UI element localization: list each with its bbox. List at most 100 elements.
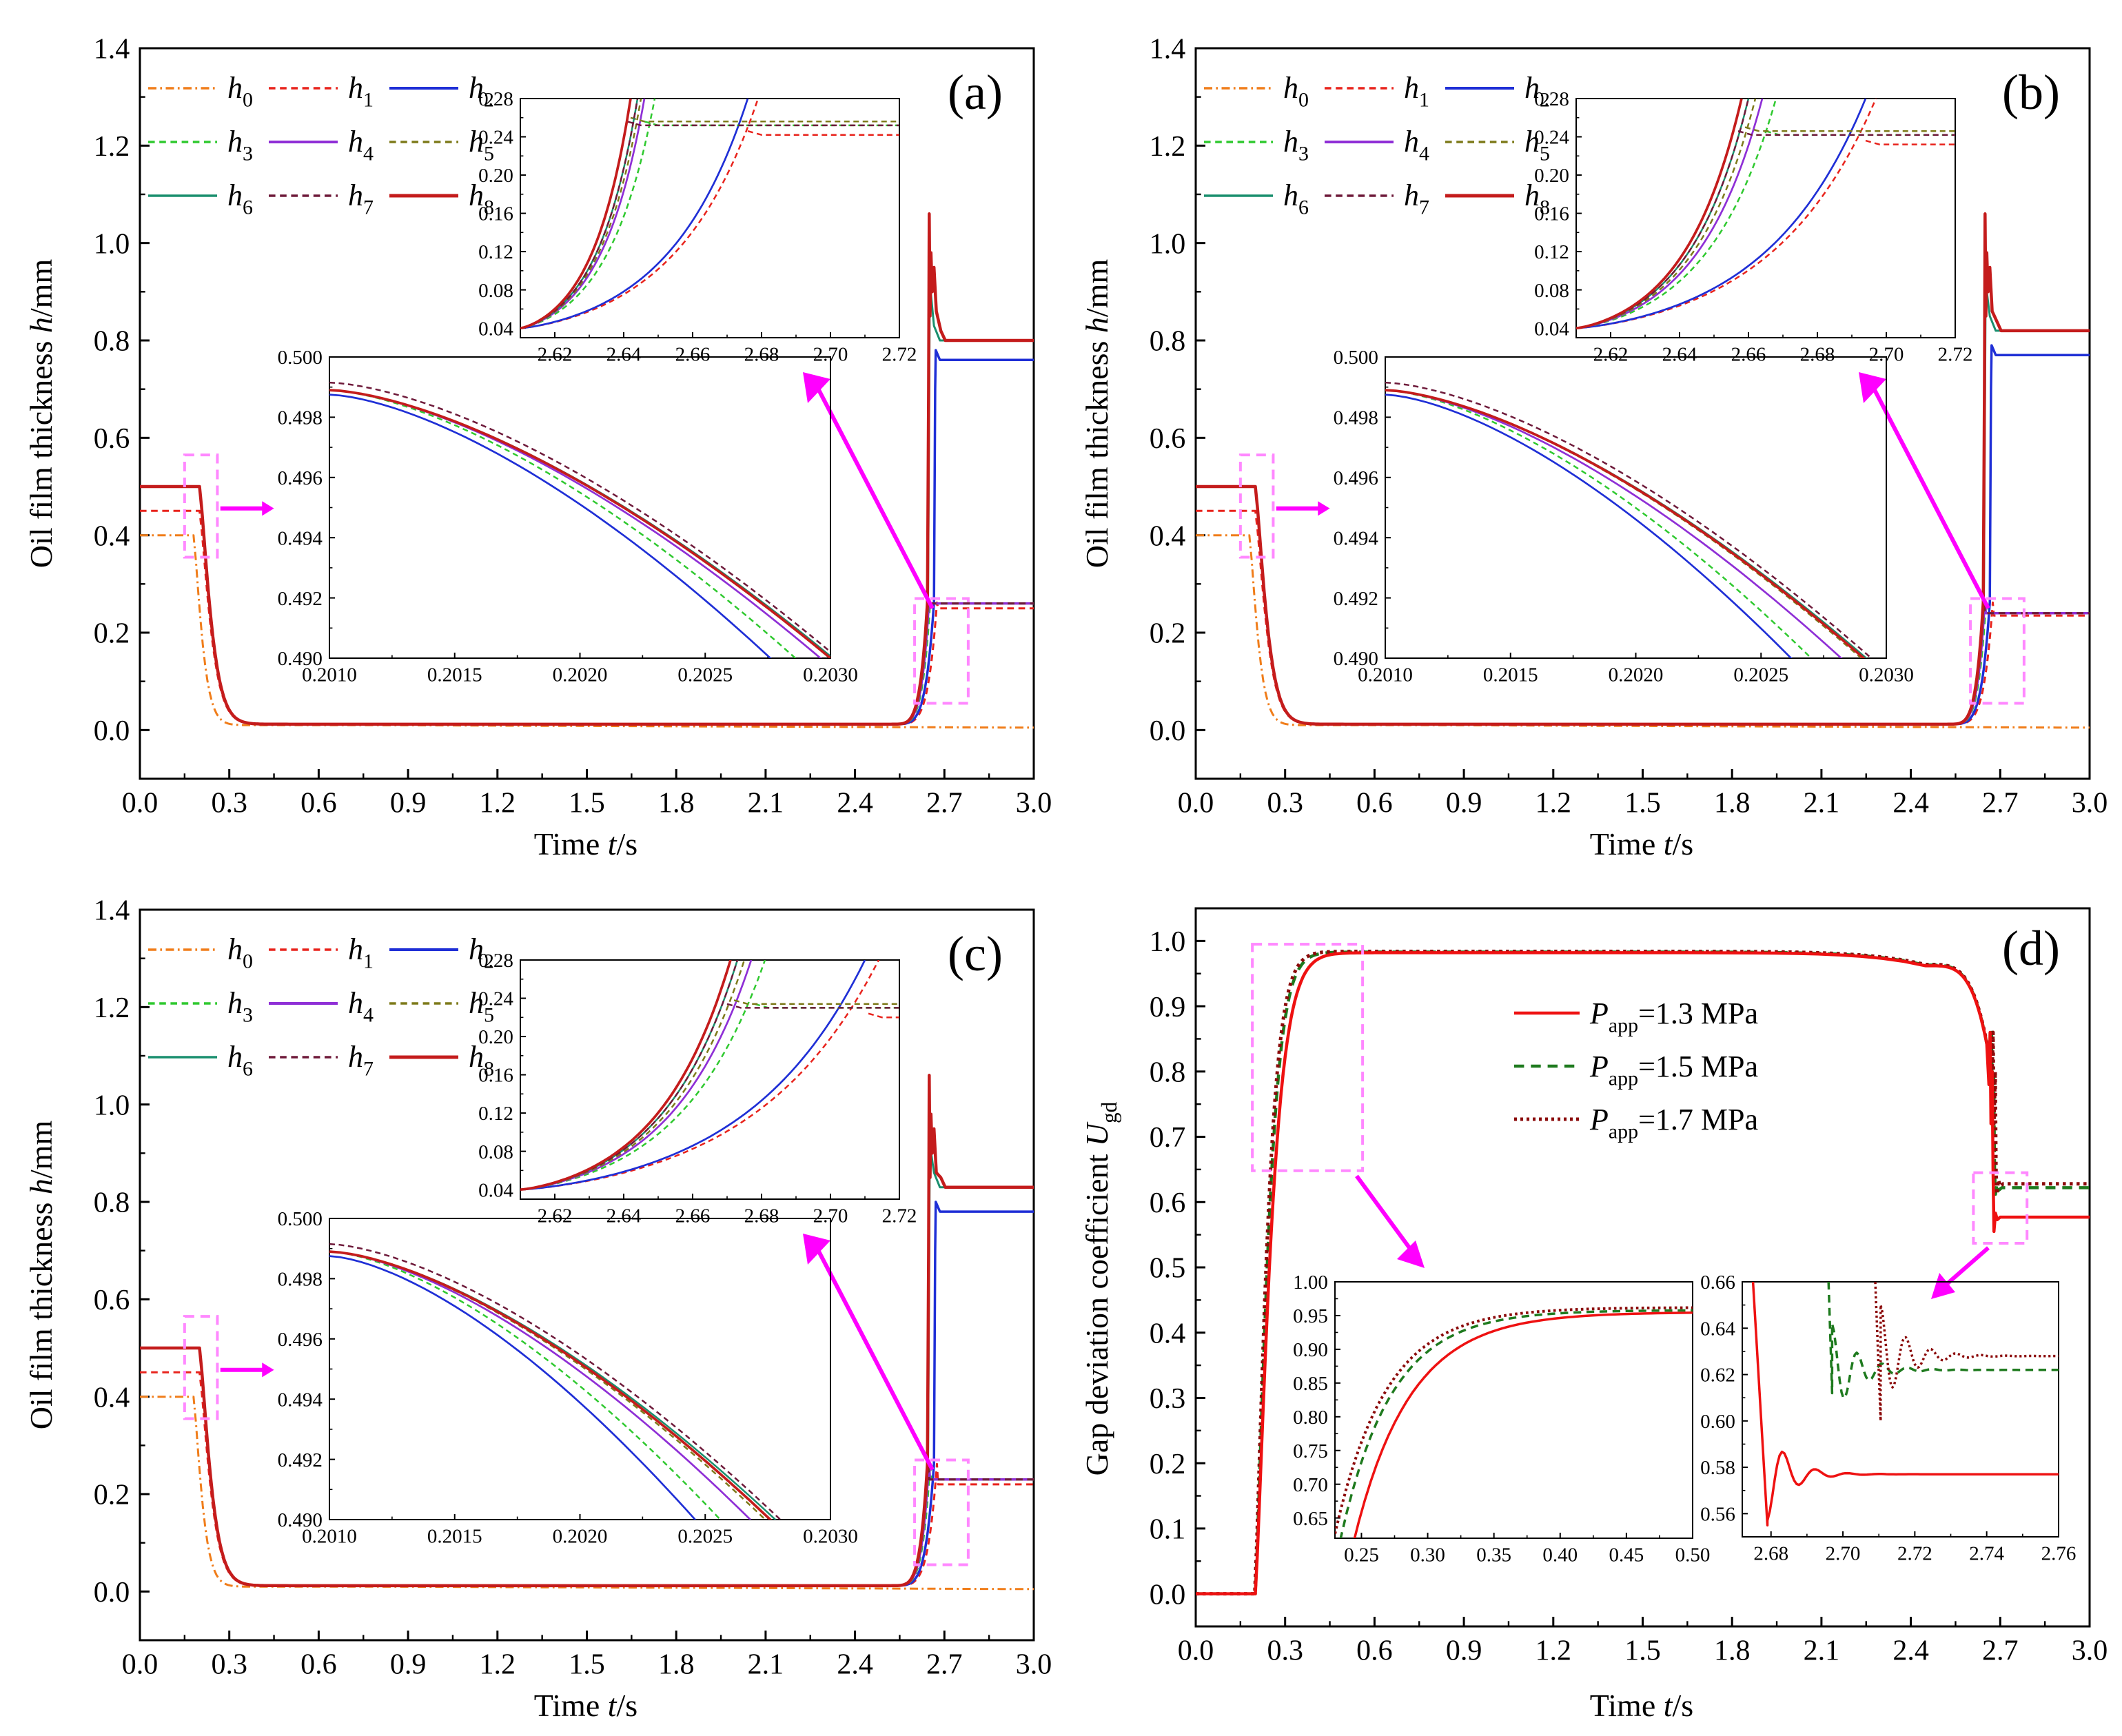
inset-top-plateau-h5 [733,999,899,1005]
legend-label-h1: h1 [1404,71,1429,111]
x-tick-label: 2.66 [675,343,711,365]
series-h7 [140,485,1034,726]
x-tick-label: 0.0 [122,787,159,819]
y-tick-label: 1.0 [1150,926,1186,958]
y-tick-label: 0.494 [278,1389,323,1411]
panel-label: (c) [948,926,1003,981]
legend: h0 h1 h2 h3 h4 h5 h6 h7 h8 [148,71,494,218]
panel-d: 0.0 0.3 0.6 0.9 1.2 1.5 1.8 2.1 2.4 2.7 3.0 0.0 0.1 0… [1079,907,2108,1723]
x-tick-label: 2.72 [1897,1542,1932,1564]
x-tick-label: 0.35 [1476,1544,1511,1566]
y-tick-label: 0.65 [1293,1508,1328,1530]
inset-right-papp-0 [1751,1282,2059,1526]
x-tick-label: 1.8 [658,787,695,819]
inset-right-papp-2 [1874,1282,2059,1422]
legend-label-papp-1: Papp=1.5 MPa [1589,1050,1758,1090]
y-tick-label: 0.85 [1293,1373,1328,1395]
series-h4 [140,485,1034,726]
x-tick-label: 0.6 [300,787,337,819]
legend-label-papp-0: Papp=1.3 MPa [1589,997,1758,1037]
x-tick-label: 2.1 [748,1648,784,1680]
x-tick-label: 2.1 [1804,787,1840,819]
x-tick-label: 0.2025 [677,664,733,686]
x-tick-label: 0.2010 [302,664,357,686]
y-tick-label: 0.4 [94,520,130,552]
legend-label-papp-2: Papp=1.7 MPa [1589,1103,1758,1143]
y-tick-label: 0.12 [478,1103,513,1125]
y-tick-label: 0.2 [94,1480,130,1511]
axes-frame [520,959,900,1200]
axes-frame [329,1218,831,1520]
inset-top-h7 [520,960,739,1191]
inset-bottom-h6 [1385,389,1868,658]
y-tick-label: 0.24 [478,127,513,149]
series-h7 [140,1347,1034,1587]
y-axis-title: Gap deviation coefficient Ugd [1079,1101,1121,1475]
inset-bottom-h3 [1385,389,1813,658]
inset-left-papp-1 [1339,1309,1693,1538]
x-tick-label: 1.8 [658,1648,695,1680]
y-tick-label: 0.04 [478,318,513,340]
legend-label-h5: h5 [1524,125,1550,165]
y-tick-label: 0.496 [1334,467,1378,489]
inset-bottom-h8 [1385,389,1866,658]
y-tick-label: 0.20 [1534,165,1569,187]
legend-label-h6: h6 [227,1040,253,1080]
y-tick-label: 0.492 [1334,588,1378,610]
y-axis-title: Oil film thickness h/mm [23,259,59,569]
axes-frame [1742,1281,2059,1538]
legend-label-h1: h1 [348,932,374,972]
arrow-left-head [1397,1240,1425,1268]
x-tick-label: 0.3 [211,787,247,819]
y-tick-label: 0.04 [1534,318,1569,340]
x-tick-label: 2.7 [1982,787,2019,819]
x-tick-label: 0.2025 [1733,664,1788,686]
x-tick-label: 0.9 [390,787,427,819]
series-papp-0 [1196,951,2090,1595]
y-tick-label: 0.58 [1700,1457,1735,1479]
x-tick-label: 1.2 [480,787,516,819]
inset-bottom-h5 [329,1250,767,1520]
y-tick-label: 0.08 [1534,280,1569,302]
legend-label-h2: h2 [1524,71,1550,111]
panel-label: (b) [2002,65,2060,120]
x-axis-title: Time t/s [534,1688,637,1723]
y-tick-label: 0.6 [94,423,130,455]
y-tick-label: 0.66 [1700,1272,1735,1294]
y-tick-label: 0.24 [1534,127,1569,149]
inset-top-h3 [1576,99,1777,329]
legend-label-h2: h2 [469,71,494,111]
series-h3 [140,485,1034,726]
x-tick-label: 0.50 [1675,1544,1711,1566]
panel-c: 0.0 0.3 0.6 0.9 1.2 1.5 1.8 2.1 2.4 2.7 3.00.00.20… [23,895,1052,1723]
series-h5 [140,485,1034,726]
y-tick-label: 0.494 [278,527,323,549]
inset-top-h3 [520,960,766,1191]
series-h4 [1196,485,2090,726]
x-tick-label: 0.2015 [427,664,482,686]
legend-label-h2: h2 [469,932,494,972]
x-tick-label: 1.8 [1714,787,1751,819]
y-tick-label: 0.494 [1334,527,1379,549]
x-tick-label: 2.4 [1893,1635,1929,1666]
legend-label-h0: h0 [1283,71,1309,111]
y-tick-label: 0.16 [478,1065,513,1087]
x-tick-label: 0.2020 [553,664,608,686]
y-tick-label: 0.4 [94,1382,130,1413]
zoom-box-start [183,453,219,559]
x-tick-label: 2.1 [748,787,784,819]
legend-label-h4: h4 [1404,125,1429,165]
arrow-end-shaft [815,1246,935,1471]
x-tick-label: 0.2030 [1859,664,1914,686]
inset-right-papp-1 [1827,1282,2059,1400]
inset-top-plateau-h5 [1744,126,1955,132]
legend-label-h6: h6 [227,178,253,218]
inset-top-h5 [520,99,642,329]
x-tick-label: 2.62 [1593,343,1629,365]
x-tick-label: 0.2025 [677,1525,733,1547]
y-tick-label: 0.6 [94,1285,130,1316]
x-tick-label: 0.3 [1267,1635,1303,1666]
axes-frame [1334,1281,1693,1539]
legend-label-h3: h3 [227,125,253,165]
y-tick-label: 0.8 [94,326,130,358]
